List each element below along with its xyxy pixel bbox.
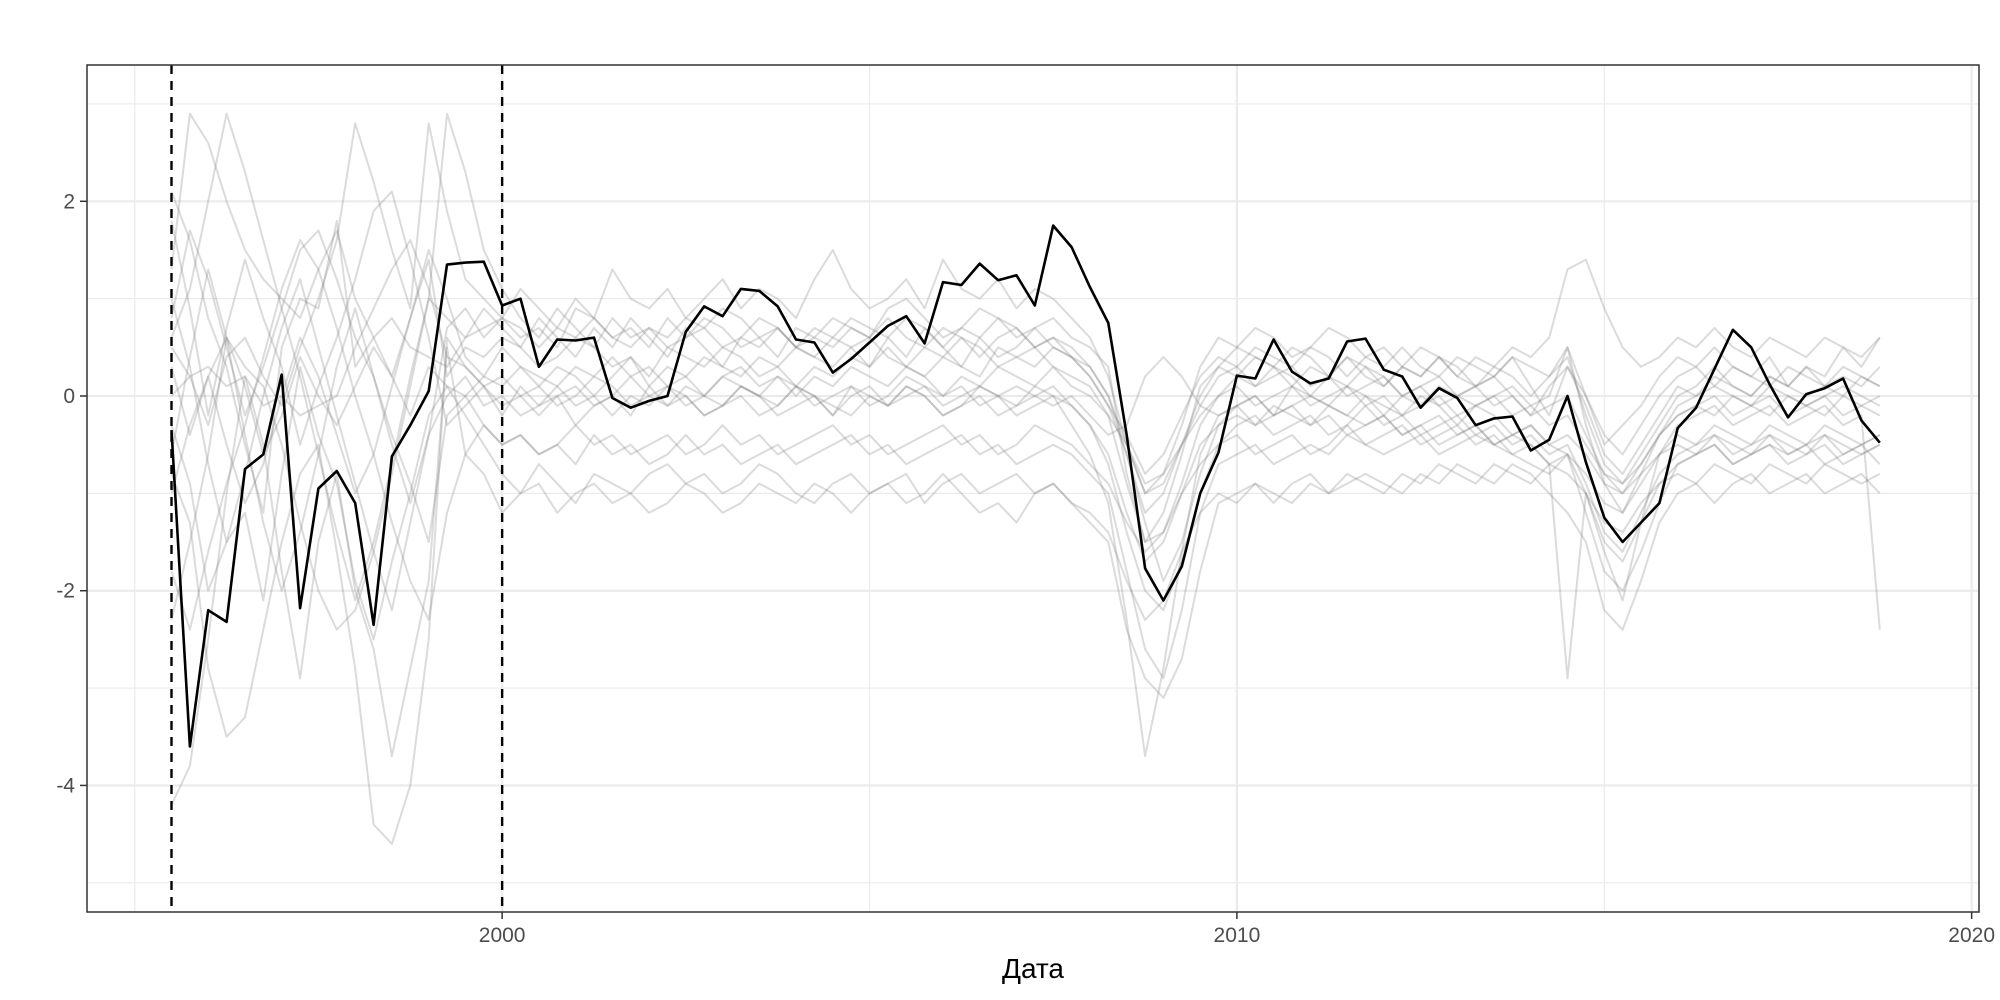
reference-lines	[170, 65, 504, 912]
y-axis: -4 -2 0 2	[56, 190, 87, 797]
background-series-line	[170, 365, 1881, 680]
background-series-line	[170, 336, 1881, 621]
highlight-series-line	[170, 224, 1881, 748]
background-series-line	[170, 278, 1881, 612]
x-tick-label: 2020	[1948, 924, 1995, 947]
highlight-series-group	[170, 224, 1881, 748]
x-axis: 2000 2010 2020	[479, 912, 1995, 947]
background-series-line	[170, 112, 1881, 543]
background-series-line	[170, 112, 1881, 602]
minor-gridlines	[87, 65, 1979, 912]
y-tick-label: -2	[56, 580, 75, 603]
background-series-line	[170, 122, 1881, 495]
background-series-line	[170, 336, 1881, 845]
background-series-line	[170, 346, 1881, 806]
y-tick-label: -4	[56, 774, 75, 797]
background-series-line	[170, 112, 1881, 631]
background-series-line	[170, 191, 1881, 543]
y-tick-label: 0	[63, 385, 75, 408]
background-series-line	[170, 239, 1881, 631]
major-gridlines	[87, 65, 1979, 912]
background-series-group	[170, 112, 1881, 845]
x-tick-label: 2000	[479, 924, 526, 947]
background-series-line	[170, 190, 1881, 495]
y-tick-label: 2	[63, 190, 75, 213]
x-tick-label: 2010	[1214, 924, 1261, 947]
background-series-line	[170, 268, 1881, 612]
panel-border	[86, 64, 1980, 913]
background-series-line	[170, 249, 1881, 505]
x-axis-title: Дата	[1002, 953, 1064, 984]
background-series-line	[170, 229, 1881, 582]
